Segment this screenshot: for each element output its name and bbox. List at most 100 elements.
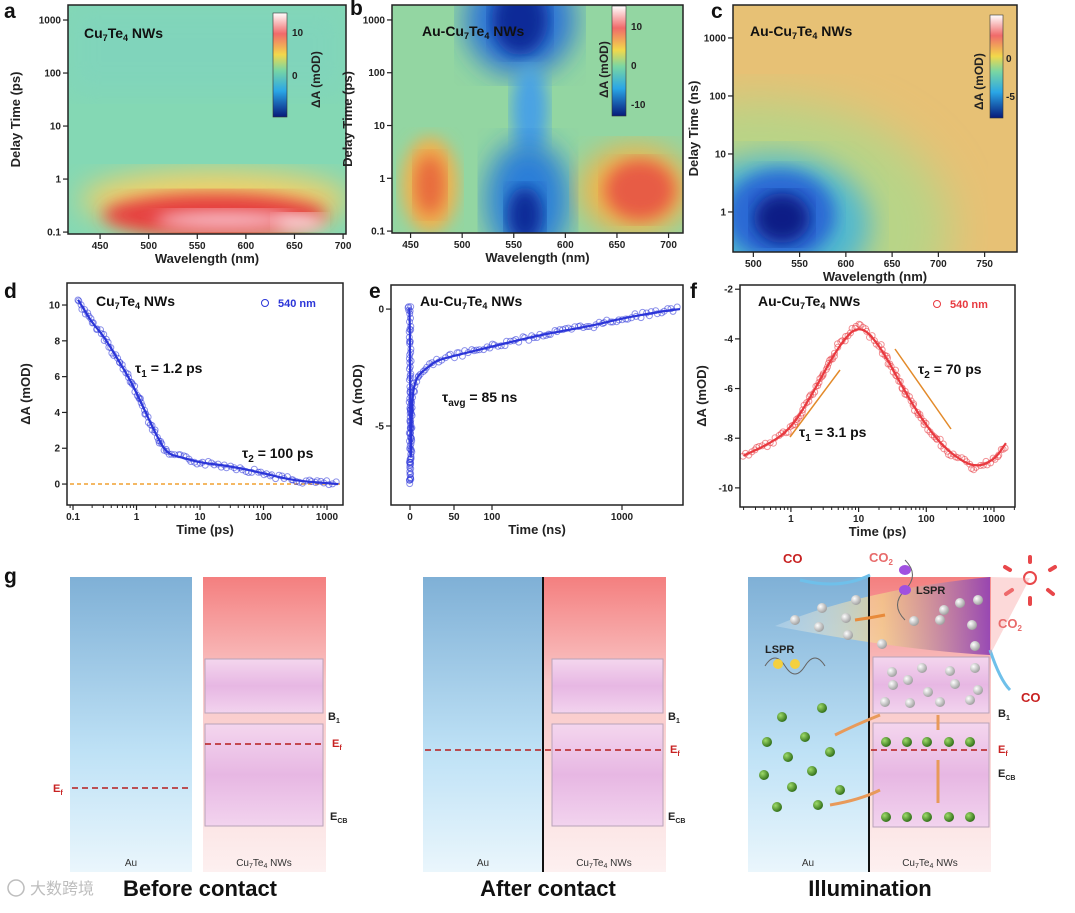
x-tick-label: 0.1 — [66, 512, 80, 523]
y-axis-label: Delay Time (ps) — [340, 71, 355, 167]
x-tick-label: 1 — [134, 512, 140, 523]
hot-electron — [909, 616, 919, 626]
plot-frame-f — [739, 284, 1016, 508]
schematic-after-contact: B1 Ef ECB Au Cu7Te4 NWs After contact — [423, 577, 685, 901]
y-tick-label: 1000 — [704, 33, 727, 44]
co2-label-top: CO2 — [869, 550, 894, 567]
electron-au — [800, 732, 810, 742]
y-tick-label: 10 — [374, 121, 386, 132]
schematic-illumination: LSPR LSPR CO CO2 CO2 CO B1 Ef ECB Au Cu7… — [748, 550, 1057, 901]
sun-icon — [1003, 555, 1057, 606]
hot-electron — [888, 680, 898, 690]
x-tick-label: 500 — [454, 240, 471, 251]
arrow-co-icon — [988, 649, 1012, 692]
y-tick-label: -6 — [724, 384, 733, 395]
x-axis-label: Time (ps) — [849, 524, 907, 539]
x-tick-label: 750 — [976, 259, 993, 270]
heatmap-c — [733, 5, 1017, 252]
y-axis-label: ΔA (mOD) — [18, 363, 33, 425]
svg-text:540 nm: 540 nm — [278, 298, 316, 310]
plot-frame-d — [66, 282, 344, 506]
colorbar-a-tick: 10 — [292, 28, 304, 39]
y-tick-label: -2 — [724, 285, 733, 296]
y-tick-label: 1000 — [363, 15, 386, 26]
data-point — [766, 439, 774, 447]
x-tick-label: 550 — [791, 259, 808, 270]
ecb-label: ECB — [330, 811, 347, 825]
y-tick-label: 2 — [54, 444, 60, 455]
y-tick-label: -5 — [375, 421, 384, 432]
nw-label: Cu7Te4 NWs — [236, 858, 292, 870]
data-point — [922, 419, 930, 427]
x-tick-label: 0 — [407, 512, 413, 523]
data-point — [306, 476, 314, 484]
hot-electron — [843, 630, 853, 640]
au-label: Au — [477, 858, 489, 869]
electron-nw — [902, 737, 912, 747]
panel-letter-f: f — [690, 280, 698, 303]
y-tick-label: 100 — [44, 69, 61, 80]
hot-electron — [814, 622, 824, 632]
lspr-wave-nw — [897, 559, 913, 621]
hot-electron — [935, 615, 945, 625]
colorbar-b — [611, 5, 627, 117]
data-point — [847, 329, 854, 337]
y-tick-label: 0 — [54, 480, 60, 491]
hot-electron — [841, 613, 851, 623]
fermi-label-au: Ef — [53, 783, 63, 797]
co-label-right: CO — [1021, 690, 1041, 705]
plot-title-e: Au-Cu7Te4 NWs — [420, 293, 523, 311]
y-tick-label: 1 — [379, 174, 385, 185]
svg-text:540 nm: 540 nm — [950, 299, 988, 311]
fit-curve — [408, 307, 681, 458]
plot-c: 500 550 600 650 700 750 1 10 100 1000 Wavelength (… — [686, 4, 1018, 284]
au-label: Au — [125, 858, 137, 869]
y-tick-label: 0.1 — [47, 228, 61, 239]
hot-electron — [817, 603, 827, 613]
hot-electron — [973, 685, 983, 695]
electron-au — [762, 737, 772, 747]
electron-nw — [965, 812, 975, 822]
plot-title-a: Cu7Te4 NWs — [84, 25, 163, 43]
electron-au — [817, 703, 827, 713]
panel-letter-a: a — [4, 0, 16, 23]
hot-electron — [965, 695, 975, 705]
electron-nw — [944, 812, 954, 822]
caption-before-contact: Before contact — [123, 876, 278, 901]
annotation-tau2-d: τ2 = 100 ps — [242, 445, 314, 465]
colorbar-b-label: ΔA (mOD) — [597, 41, 611, 98]
x-axis-label: Wavelength (nm) — [155, 251, 259, 266]
caption-illumination: Illumination — [808, 876, 931, 901]
y-tick-label: 1000 — [39, 16, 62, 27]
data-point — [141, 406, 148, 414]
data-point — [989, 454, 997, 462]
au-label: Au — [802, 858, 814, 869]
hot-electron — [970, 663, 980, 673]
arrow-rise-f — [789, 369, 841, 438]
plot-frame-a — [67, 4, 347, 235]
y-tick-label: 4 — [54, 408, 60, 419]
x-tick-label: 450 — [402, 240, 419, 251]
lspr-label-au: LSPR — [765, 644, 794, 656]
panel-letter-b: b — [350, 0, 363, 20]
data-point — [870, 337, 878, 345]
colorbar-a — [272, 12, 288, 118]
x-tick-label: 10 — [853, 514, 865, 525]
data-point — [824, 363, 831, 371]
plot-frame-e — [390, 284, 684, 506]
x-axis-label: Wavelength (nm) — [823, 269, 927, 284]
data-point — [77, 301, 85, 309]
x-tick-label: 600 — [838, 259, 855, 270]
heatmap-a — [68, 5, 346, 234]
data-point — [93, 325, 101, 333]
hot-electron — [905, 698, 915, 708]
data-point — [892, 371, 900, 379]
data-point — [970, 466, 978, 474]
y-axis-label: Delay Time (ps) — [8, 72, 23, 168]
data-point — [799, 406, 807, 414]
x-tick-label: 1000 — [316, 512, 339, 523]
hot-electron — [903, 675, 913, 685]
hot-electron — [877, 639, 887, 649]
hot-electron — [950, 679, 960, 689]
